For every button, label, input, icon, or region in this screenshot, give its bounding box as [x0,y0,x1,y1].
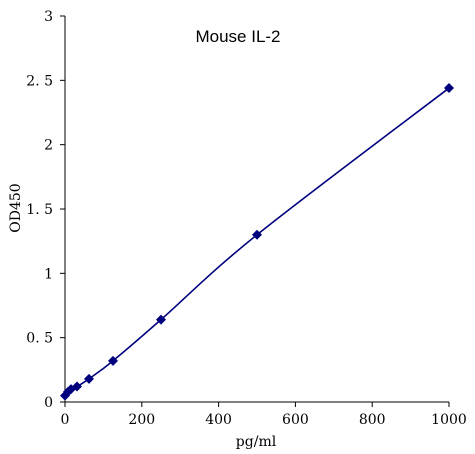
x-tick-label: 400 [205,412,232,428]
x-axis-label: pg/ml [236,434,277,450]
y-tick-label: 0 [44,395,53,411]
x-axis-ticks: 0 200 400 600 800 1000 [61,402,467,428]
chart-title: Mouse IL-2 [195,27,280,46]
data-series [60,83,454,401]
x-tick-label: 1000 [431,412,467,428]
x-tick-label: 800 [359,412,386,428]
y-tick-label: 1 [44,266,53,282]
data-point [156,314,166,325]
data-point [84,373,94,384]
y-tick-label: 0. 5 [26,331,53,347]
y-tick-label: 1. 5 [26,202,53,218]
data-point [252,229,262,240]
y-tick-label: 2 [44,138,53,154]
y-axis-label: OD450 [8,183,24,232]
y-axis-ticks: 0 0. 5 1 1. 5 2 2. 5 3 [26,9,65,411]
y-tick-label: 3 [44,9,53,25]
y-tick-label: 2. 5 [26,73,53,89]
x-tick-label: 0 [61,412,70,428]
data-point [108,355,118,366]
data-point [444,83,454,94]
data-point [72,381,82,392]
series-line [64,87,450,397]
x-tick-label: 600 [282,412,309,428]
x-tick-label: 200 [128,412,155,428]
axes [64,16,449,403]
